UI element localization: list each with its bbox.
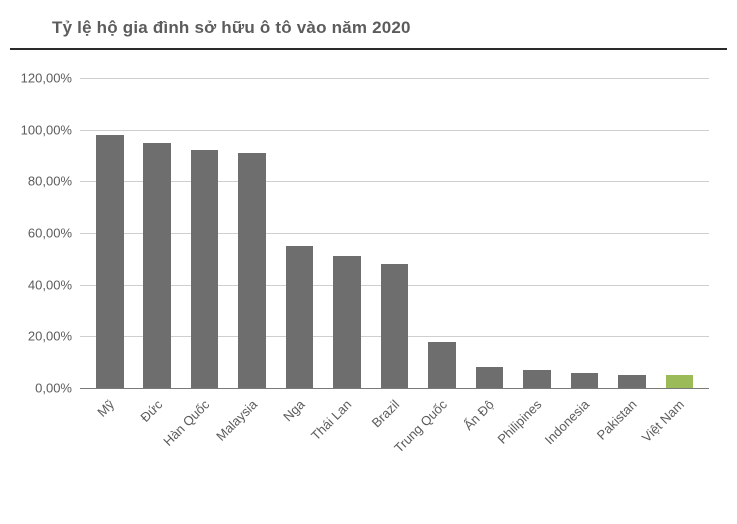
bar: [666, 375, 694, 388]
bar-slot: [513, 78, 560, 388]
bar-slot: [608, 78, 655, 388]
x-label-slot: Hàn Quốc: [181, 394, 228, 514]
x-label-slot: Mỹ: [86, 394, 133, 514]
bar-slot: [181, 78, 228, 388]
x-label-slot: Đức: [133, 394, 180, 514]
y-tick-label: 120,00%: [21, 71, 72, 86]
bar: [238, 153, 266, 388]
bar: [143, 143, 171, 388]
y-tick-label: 20,00%: [28, 329, 72, 344]
x-tick-label: Ấn Độ: [461, 397, 497, 433]
x-label-slot: Indonesia: [561, 394, 608, 514]
x-label-slot: Philipines: [513, 394, 560, 514]
y-tick-label: 100,00%: [21, 122, 72, 137]
x-label-slot: Thái Lan: [323, 394, 370, 514]
bar-slot: [418, 78, 465, 388]
bar-slot: [561, 78, 608, 388]
bar-slot: [466, 78, 513, 388]
x-tick-label: Brazil: [369, 397, 403, 431]
y-tick-label: 60,00%: [28, 226, 72, 241]
chart-title: Tỷ lệ hộ gia đình sở hữu ô tô vào năm 20…: [0, 0, 737, 48]
title-divider: [10, 48, 727, 50]
bar: [191, 150, 219, 388]
bar-slot: [323, 78, 370, 388]
x-tick-label: Mỹ: [95, 397, 118, 420]
bar: [381, 264, 409, 388]
x-label-slot: Nga: [276, 394, 323, 514]
bar-slot: [371, 78, 418, 388]
x-label-slot: Malaysia: [228, 394, 275, 514]
bar: [333, 256, 361, 388]
plot-area: 0,00%20,00%40,00%60,00%80,00%100,00%120,…: [80, 78, 709, 388]
bar-slot: [656, 78, 703, 388]
bar: [571, 373, 599, 389]
bar-slot: [228, 78, 275, 388]
bar: [428, 342, 456, 389]
baseline: [80, 388, 709, 389]
x-tick-label: Đức: [137, 397, 165, 425]
bar-slot: [86, 78, 133, 388]
bar-slot: [276, 78, 323, 388]
x-tick-label: Nga: [280, 397, 307, 424]
x-label-slot: Trung Quốc: [418, 394, 465, 514]
x-label-slot: Ấn Độ: [466, 394, 513, 514]
x-label-slot: Pakistan: [608, 394, 655, 514]
y-tick-label: 80,00%: [28, 174, 72, 189]
y-tick-label: 40,00%: [28, 277, 72, 292]
bar: [476, 367, 504, 388]
y-axis: 0,00%20,00%40,00%60,00%80,00%100,00%120,…: [0, 78, 72, 388]
x-axis: Mỹ Đức Hàn QuốcMalaysiaNga Thái LanBrazil Tr…: [80, 394, 709, 514]
y-tick-label: 0,00%: [35, 381, 72, 396]
bar: [523, 370, 551, 388]
x-label-slot: Brazil: [371, 394, 418, 514]
bars-group: [80, 78, 709, 388]
bar-slot: [133, 78, 180, 388]
bar: [286, 246, 314, 388]
bar: [96, 135, 124, 388]
bar: [618, 375, 646, 388]
x-label-slot: Việt Nam: [656, 394, 703, 514]
